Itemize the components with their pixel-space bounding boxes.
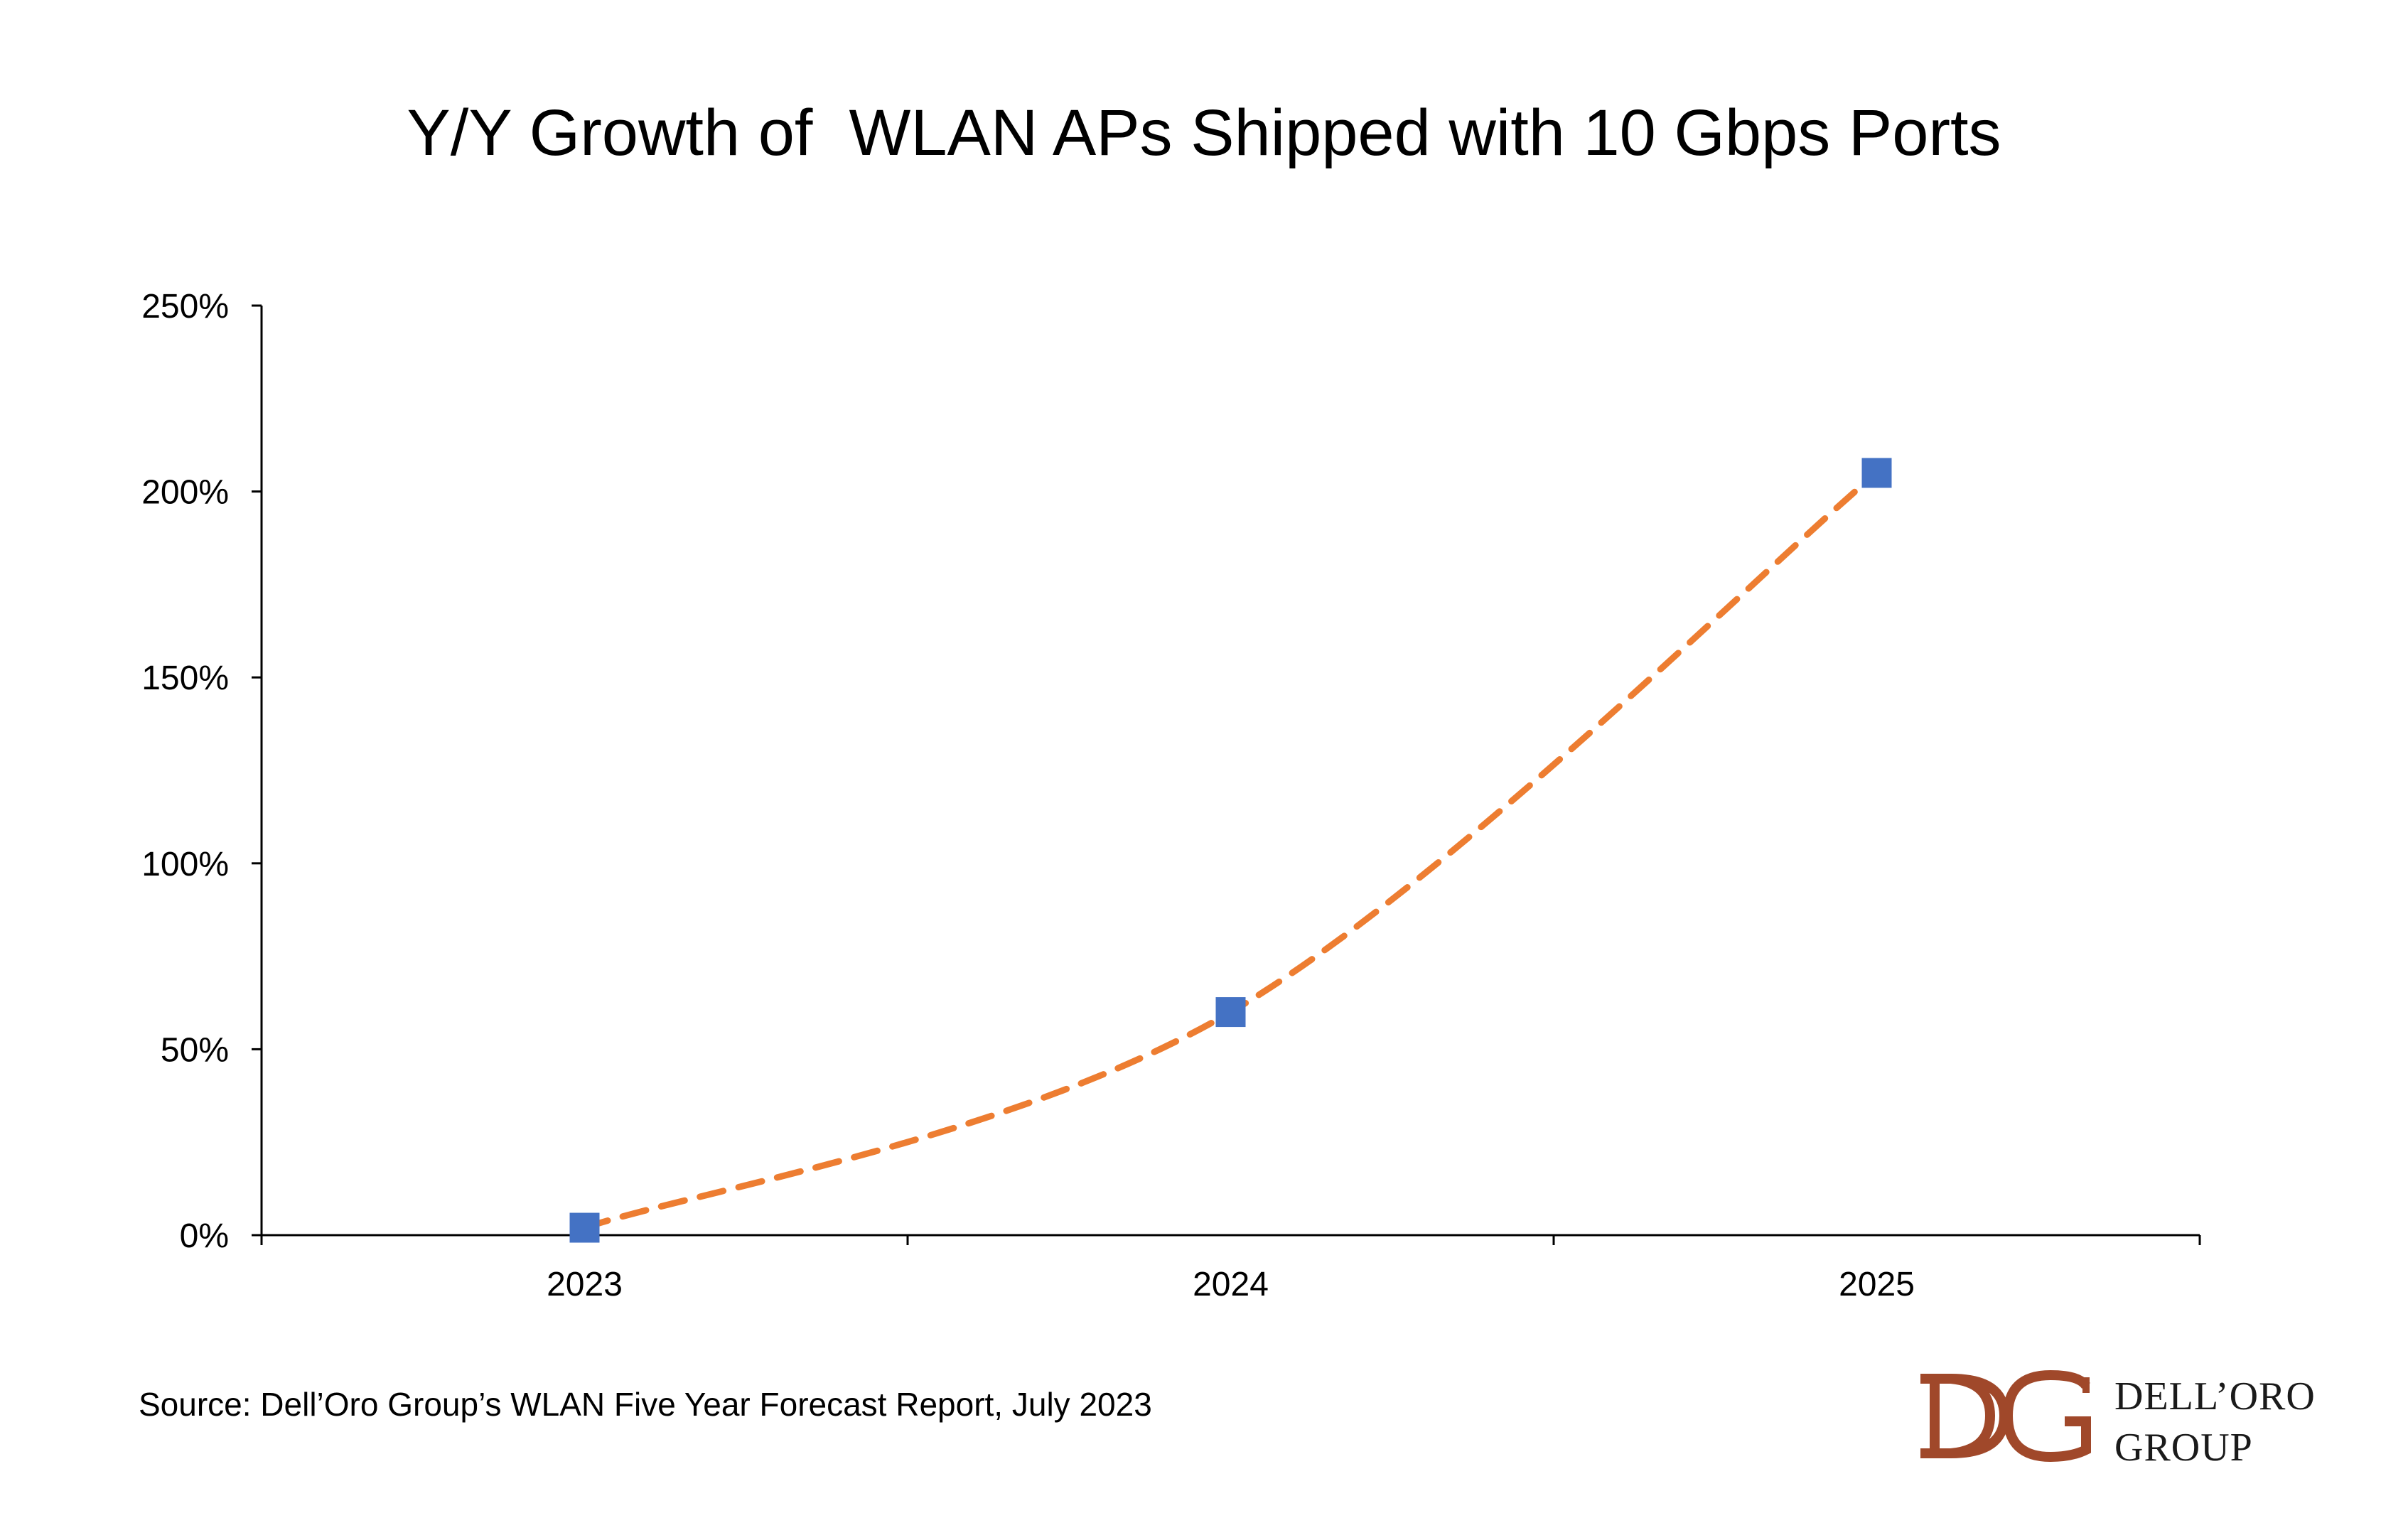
chart-title: Y/Y Growth of WLAN APs Shipped with 10 G… bbox=[407, 97, 2001, 169]
trendline bbox=[581, 469, 1880, 1232]
logo-line-2: GROUP bbox=[2114, 1426, 2253, 1470]
y-tick-label: 100% bbox=[141, 846, 229, 883]
x-tick-label: 2023 bbox=[547, 1266, 623, 1303]
y-tick-labels: 0% 50% 100% 150% 200% 250% bbox=[141, 288, 262, 1255]
delloro-logo: DELL’ORO GROUP bbox=[1920, 1369, 2316, 1470]
logo-line-1: DELL’ORO bbox=[2114, 1374, 2316, 1419]
logo-monogram bbox=[1920, 1369, 2091, 1463]
data-point-2025 bbox=[1861, 458, 1892, 488]
y-tick-label: 150% bbox=[141, 660, 229, 697]
axes bbox=[260, 306, 2200, 1237]
x-tick-label: 2024 bbox=[1193, 1266, 1269, 1303]
x-tick-label: 2025 bbox=[1839, 1266, 1915, 1303]
data-point-2023 bbox=[569, 1212, 600, 1243]
y-tick-label: 200% bbox=[141, 474, 229, 512]
source-note: Source: Dell’Oro Group’s WLAN Five Year … bbox=[139, 1386, 1152, 1423]
trendline-layer bbox=[581, 469, 1880, 1232]
x-tick-labels: 2023 2024 2025 bbox=[260, 1235, 2201, 1303]
y-tick-label: 50% bbox=[161, 1031, 229, 1069]
y-tick-label: 250% bbox=[141, 288, 229, 325]
data-point-2024 bbox=[1215, 997, 1246, 1028]
y-tick-label: 0% bbox=[180, 1217, 229, 1255]
markers-layer bbox=[569, 458, 1892, 1243]
